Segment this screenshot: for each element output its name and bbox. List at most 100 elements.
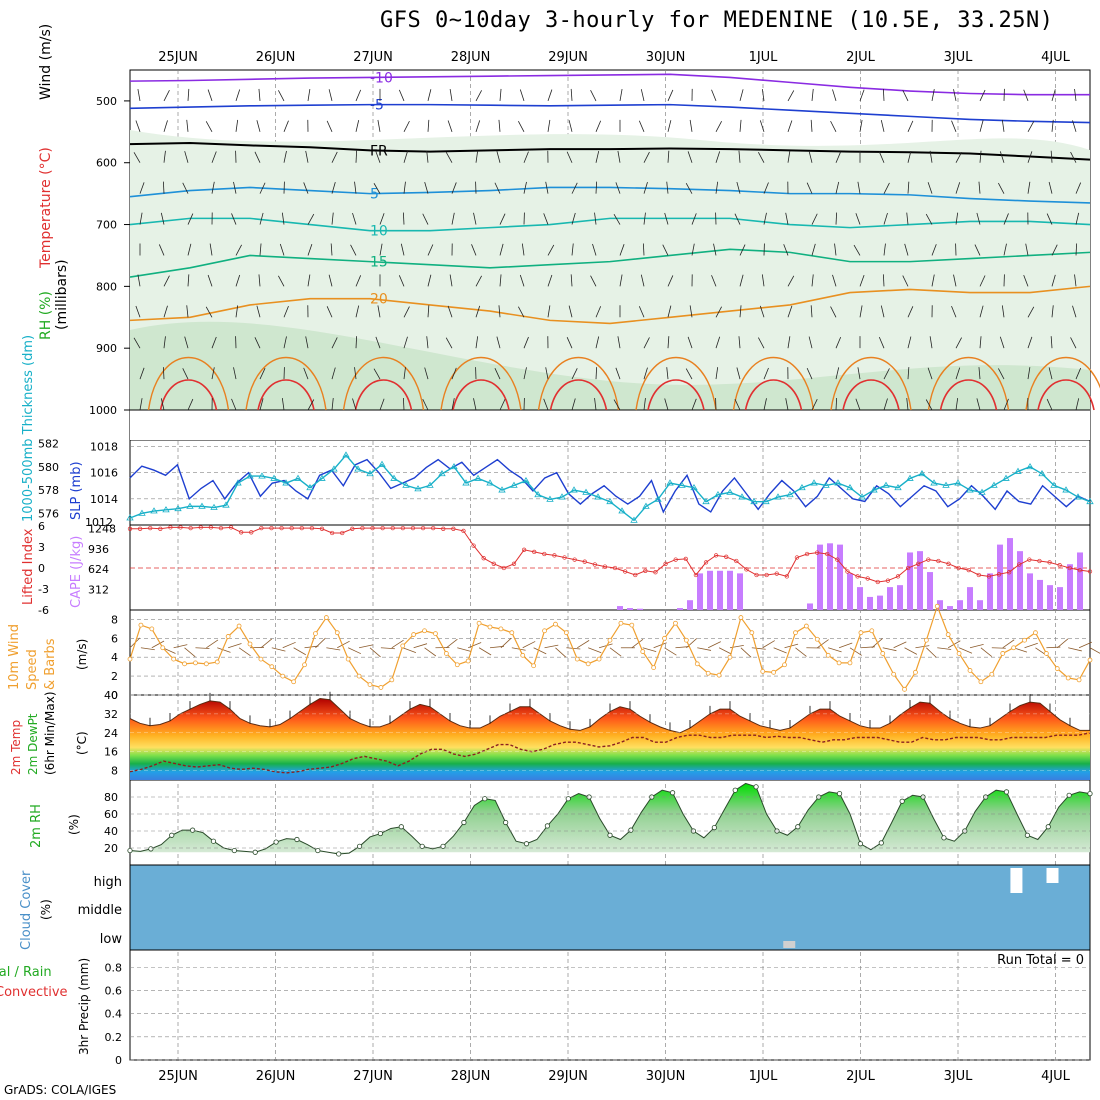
lifted-index-point (521, 547, 527, 552)
run-total-label: Run Total = 0 (997, 953, 1084, 968)
wind-barb (451, 212, 455, 225)
thickness-point (966, 486, 974, 493)
cape-bar (1057, 587, 1063, 610)
thickness-point (846, 483, 854, 491)
wind-barb (139, 398, 143, 411)
wind-barb (235, 274, 241, 287)
wind-barb (259, 398, 264, 411)
wind-speed-point (422, 628, 427, 634)
temp-side-label: 2m DewPt (26, 713, 40, 775)
wind-barb (691, 398, 697, 411)
wind-barb (691, 243, 695, 256)
rh-point (836, 790, 843, 797)
thickness-point (1086, 497, 1094, 505)
wind-barb (835, 367, 840, 380)
wind-barb (955, 367, 961, 380)
wind-barb (373, 183, 381, 194)
cape-bar (637, 608, 643, 610)
cloud-cover-area (129, 864, 1091, 951)
wind-barb-10m (402, 647, 417, 653)
wind-speed-point (814, 636, 820, 642)
slp-tick-label: 1014 (90, 493, 118, 506)
wind-barb (759, 120, 765, 132)
wind-barb (355, 275, 362, 287)
lifted-index-point (936, 558, 941, 564)
precip-tick-label: 0 (115, 1054, 122, 1067)
rh-point (1003, 789, 1010, 795)
cloud-high-bar (1010, 868, 1023, 893)
wind-barb (523, 336, 529, 349)
cape-bar (1047, 585, 1053, 610)
thickness-point (474, 474, 482, 481)
wind-barb (545, 181, 549, 194)
wind-barb (739, 274, 744, 287)
surface-isotherm (1025, 357, 1100, 411)
wind-barb (882, 274, 885, 287)
cape-bar (817, 544, 823, 610)
cape-bar (907, 552, 913, 610)
wind-barb (951, 305, 957, 318)
wind-barb (811, 399, 818, 411)
wind-barb (904, 243, 909, 256)
wind-speed-point (640, 649, 646, 654)
wind-barb (235, 89, 241, 102)
thickness-tick-label: 576 (38, 507, 59, 520)
cape-bar (937, 600, 943, 610)
thickness-point (126, 514, 134, 521)
lifted-index-point (188, 525, 193, 531)
wind-barb (426, 336, 429, 349)
wind-barb (811, 213, 818, 225)
wind-barb (835, 181, 840, 194)
temp-area (130, 698, 1090, 780)
wind-barb (857, 181, 861, 194)
wind-barb-10m (795, 647, 807, 657)
wind-barb-10m (817, 639, 829, 649)
date-top-label: 30JUN (646, 50, 686, 65)
wind-barb (613, 399, 621, 411)
wind-speed-point (258, 656, 264, 662)
wind-barb (978, 181, 981, 194)
isotherm-line (129, 285, 1091, 325)
isotherm-line (129, 186, 1091, 204)
wind-barb (667, 275, 674, 287)
surface-isotherm (1037, 379, 1095, 411)
wind-barb (835, 397, 838, 411)
wind-barb (643, 182, 648, 194)
dewpoint-line (129, 732, 1091, 774)
wind-barb (1075, 212, 1080, 225)
wind-barb (427, 244, 434, 256)
wind-barb (830, 306, 837, 318)
wind-barb (256, 305, 261, 318)
wind-barb-10m (1089, 647, 1100, 654)
below-surface (130, 410, 1090, 440)
wind-barb (999, 151, 1005, 163)
wind-speed-point (793, 630, 798, 636)
wind-barb (355, 89, 362, 102)
thickness-point (138, 509, 146, 516)
wind-speed-point (193, 660, 198, 666)
rh-area (130, 783, 1090, 854)
pressure-tick-label: 1000 (89, 404, 117, 417)
wind-barb-10m (708, 641, 721, 649)
wind-barb (758, 151, 765, 163)
wind-barb (424, 181, 429, 194)
wind-barb (1048, 181, 1053, 194)
wind-barb (211, 181, 215, 194)
wind-barb (907, 336, 912, 349)
thickness-point (162, 506, 170, 513)
rh-point (148, 846, 154, 852)
wind-barb (133, 152, 141, 163)
wind-barb (498, 119, 501, 132)
wind-barb-10m (849, 647, 862, 656)
wind-speed-point (760, 668, 766, 674)
lifted-index-point (481, 556, 486, 561)
cape-bar (617, 606, 623, 610)
wind-barb (1074, 88, 1077, 101)
thickness-point (522, 476, 530, 484)
cape-bar (1017, 551, 1023, 610)
wind-barb (1070, 151, 1077, 163)
wind-barb (352, 212, 357, 225)
wind-barb (519, 89, 525, 102)
wind-barb-10m (598, 643, 613, 649)
wind-barb (595, 336, 600, 349)
